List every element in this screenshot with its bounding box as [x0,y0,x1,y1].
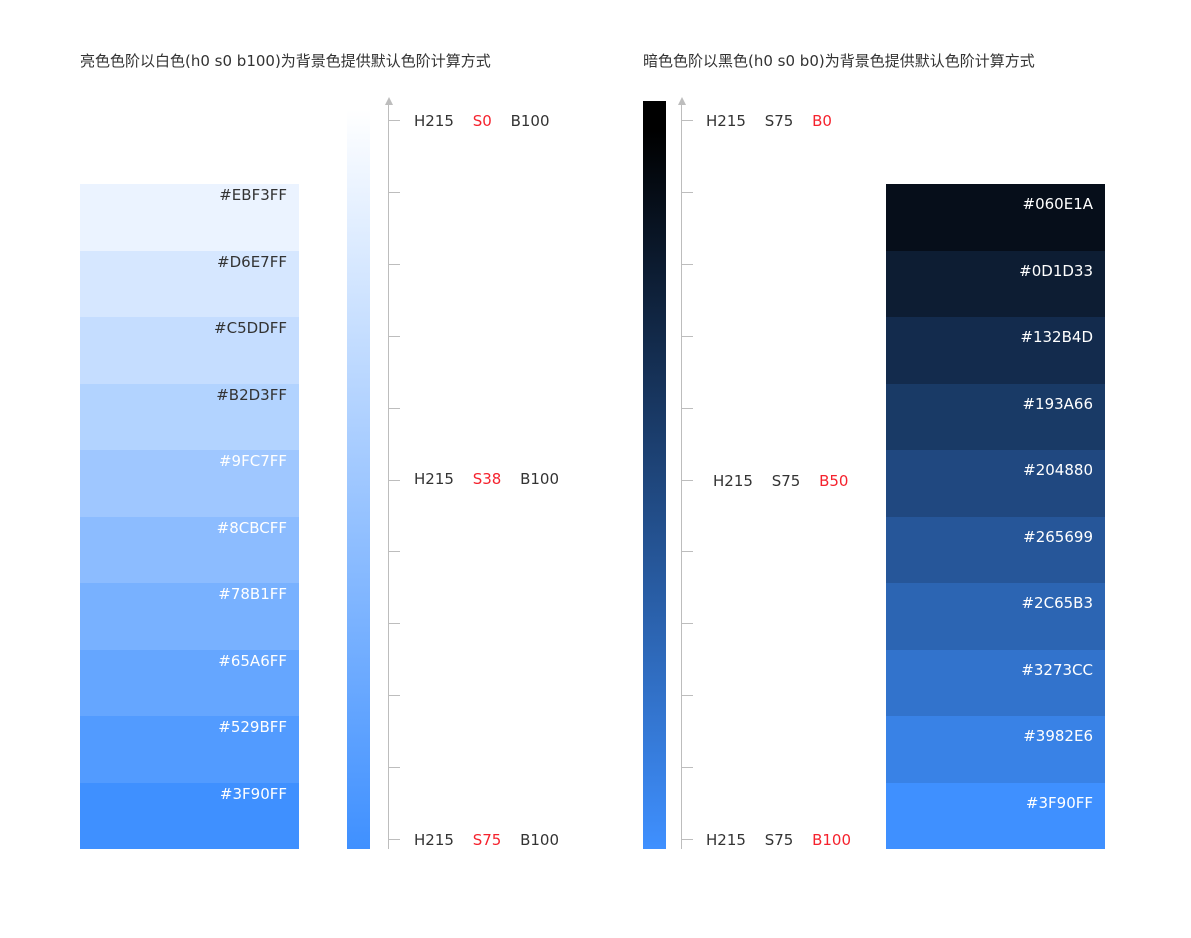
dark-axis-tick [682,336,693,337]
dark-swatch: #060E1A [886,184,1105,251]
light-axis-tick [389,767,400,768]
saturation-value: S75 [764,112,794,130]
dark-axis-tick [682,120,693,121]
dark-scale-title: 暗色色阶以黑色(h0 s0 b0)为背景色提供默认色阶计算方式 [643,52,1035,70]
light-axis-tick [389,551,400,552]
saturation-value: S75 [771,472,801,490]
light-axis-tick [389,192,400,193]
dark-axis-tick [682,480,693,481]
swatch-hex-label: #529BFF [218,718,287,736]
swatch-hex-label: #3982E6 [1023,727,1093,745]
dark-swatch: #3273CC [886,650,1105,716]
swatch-hex-label: #3F90FF [219,785,287,803]
swatch-hex-label: #D6E7FF [217,253,287,271]
light-swatch: #9FC7FF [80,450,299,517]
swatch-hex-label: #204880 [1023,461,1093,479]
swatch-hex-label: #132B4D [1020,328,1093,346]
dark-swatch: #193A66 [886,384,1105,450]
dark-swatch: #0D1D33 [886,251,1105,317]
light-axis-arrow-icon [385,97,393,105]
saturation-value: S38 [472,470,502,488]
swatch-hex-label: #EBF3FF [219,186,287,204]
hue-value: H215 [713,472,753,490]
saturation-value: S0 [472,112,492,130]
light-annotation-middle: H215 S38 B100 [414,470,559,488]
swatch-hex-label: #B2D3FF [216,386,287,404]
hue-value: H215 [706,112,746,130]
swatch-hex-label: #265699 [1023,528,1093,546]
dark-swatch: #132B4D [886,317,1105,384]
light-axis-tick [389,336,400,337]
swatch-hex-label: #193A66 [1022,395,1093,413]
dark-annotation-top: H215 S75 B0 [706,112,832,130]
brightness-value: B100 [520,470,560,488]
dark-axis-tick [682,695,693,696]
light-scale-title: 亮色色阶以白色(h0 s0 b100)为背景色提供默认色阶计算方式 [80,52,491,70]
brightness-value: B100 [510,112,550,130]
swatch-hex-label: #0D1D33 [1019,262,1093,280]
saturation-value: S75 [472,831,502,849]
light-swatch: #D6E7FF [80,251,299,317]
dark-swatch: #204880 [886,450,1105,517]
swatch-hex-label: #060E1A [1022,195,1093,213]
light-axis-line [388,104,389,849]
light-swatch: #65A6FF [80,650,299,716]
swatch-hex-label: #8CBCFF [216,519,287,537]
dark-swatch: #3982E6 [886,716,1105,783]
swatch-hex-label: #9FC7FF [218,452,287,470]
dark-axis-tick [682,839,693,840]
light-axis-tick [389,120,400,121]
dark-axis-line [681,104,682,849]
swatch-hex-label: #C5DDFF [214,319,287,337]
light-swatch: #8CBCFF [80,517,299,583]
light-gradient-bar [347,110,370,849]
light-swatch: #EBF3FF [80,184,299,251]
light-swatch: #529BFF [80,716,299,783]
dark-axis-tick [682,264,693,265]
light-axis-tick [389,408,400,409]
light-annotation-bottom: H215 S75 B100 [414,831,559,849]
hue-value: H215 [706,831,746,849]
light-swatch: #78B1FF [80,583,299,650]
dark-axis-tick [682,623,693,624]
light-annotation-top: H215 S0 B100 [414,112,549,130]
dark-annotation-bottom: H215 S75 B100 [706,831,851,849]
light-swatch-column: #EBF3FF #D6E7FF #C5DDFF #B2D3FF #9FC7FF #8CBC… [80,184,299,849]
dark-swatch-column: #060E1A #0D1D33 #132B4D #193A66 #204880 #2656… [886,184,1105,849]
brightness-value: B0 [812,112,832,130]
swatch-hex-label: #2C65B3 [1021,594,1093,612]
light-swatch: #C5DDFF [80,317,299,384]
dark-axis-tick [682,551,693,552]
dark-gradient-bar [643,101,666,849]
swatch-hex-label: #3273CC [1021,661,1093,679]
hue-value: H215 [414,470,454,488]
light-axis-tick [389,839,400,840]
saturation-value: S75 [764,831,794,849]
dark-swatch: #3F90FF [886,783,1105,849]
swatch-hex-label: #3F90FF [1025,794,1093,812]
light-axis-tick [389,264,400,265]
dark-axis-arrow-icon [678,97,686,105]
brightness-value: B50 [819,472,849,490]
brightness-value: B100 [520,831,560,849]
dark-swatch: #2C65B3 [886,583,1105,650]
dark-annotation-middle: H215 S75 B50 [713,472,848,490]
dark-axis-tick [682,767,693,768]
light-swatch: #3F90FF [80,783,299,849]
dark-axis-tick [682,192,693,193]
hue-value: H215 [414,112,454,130]
swatch-hex-label: #65A6FF [218,652,287,670]
light-axis-tick [389,695,400,696]
light-axis-tick [389,623,400,624]
light-swatch: #B2D3FF [80,384,299,450]
light-axis-tick [389,480,400,481]
dark-swatch: #265699 [886,517,1105,583]
dark-axis-tick [682,408,693,409]
swatch-hex-label: #78B1FF [218,585,287,603]
hue-value: H215 [414,831,454,849]
brightness-value: B100 [812,831,852,849]
